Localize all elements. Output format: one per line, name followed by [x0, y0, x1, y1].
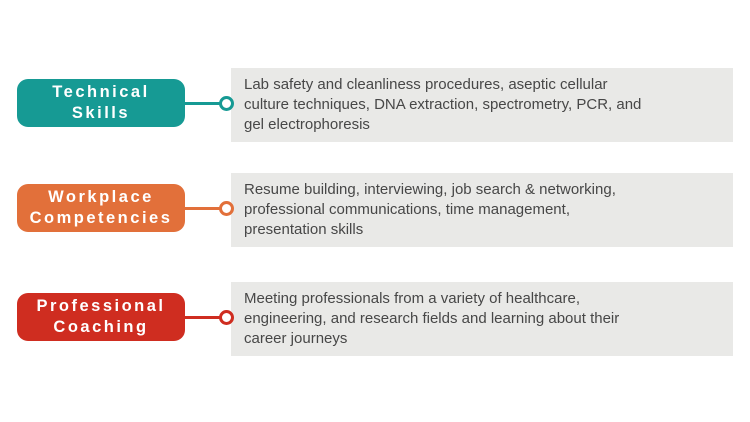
label-box-technical-skills: Technical Skills [17, 79, 185, 127]
connector-line [185, 101, 221, 105]
label-text: Professional Coaching [36, 296, 166, 336]
label-box-workplace-competencies: Workplace Competencies [17, 184, 185, 232]
description-text: Meeting professionals from a variety of … [244, 290, 620, 347]
row-workplace-competencies: Workplace Competencies Resume building, … [0, 173, 750, 247]
description-text: Lab safety and cleanliness procedures, a… [244, 76, 642, 133]
label-box-professional-coaching: Professional Coaching [17, 293, 185, 341]
label-text: Technical Skills [52, 82, 150, 122]
description-box: Resume building, interviewing, job searc… [231, 173, 733, 247]
connector-dot-icon [219, 95, 234, 111]
connector-dot-icon [219, 309, 234, 325]
row-technical-skills: Technical Skills Lab safety and cleanlin… [0, 68, 750, 142]
connector-line [185, 206, 221, 210]
description-box: Meeting professionals from a variety of … [231, 282, 733, 356]
row-professional-coaching: Professional Coaching Meeting profession… [0, 282, 750, 356]
label-text: Workplace Competencies [29, 187, 173, 227]
description-text: Resume building, interviewing, job searc… [244, 181, 616, 238]
description-box: Lab safety and cleanliness procedures, a… [231, 68, 733, 142]
connector-line [185, 315, 221, 319]
connector-dot-icon [219, 200, 234, 216]
